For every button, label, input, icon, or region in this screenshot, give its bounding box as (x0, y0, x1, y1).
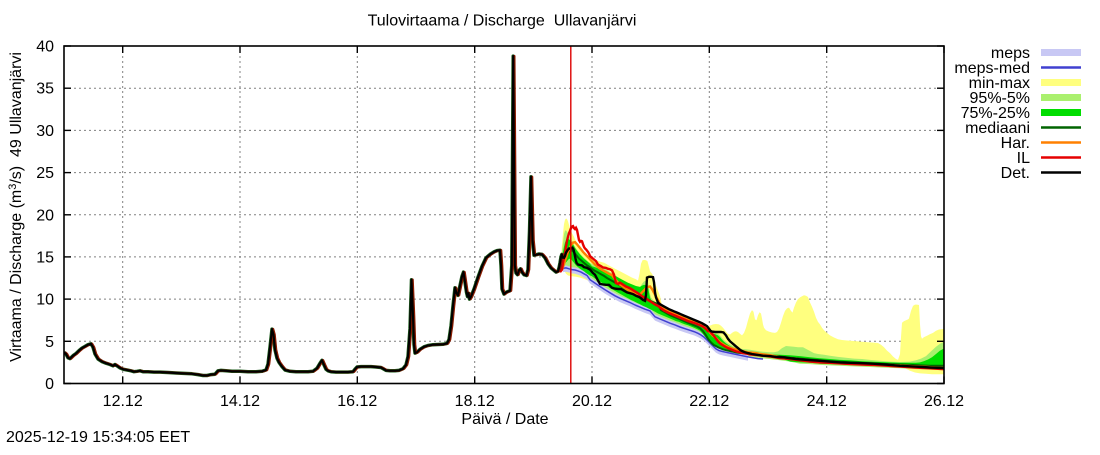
svg-text:15: 15 (36, 249, 54, 266)
svg-text:10: 10 (36, 292, 54, 309)
svg-text:Har.: Har. (1001, 135, 1030, 152)
svg-text:20: 20 (36, 207, 54, 224)
svg-text:75%-25%: 75%-25% (961, 105, 1030, 122)
svg-text:35: 35 (36, 81, 54, 98)
svg-text:95%-5%: 95%-5% (970, 90, 1030, 107)
svg-text:Tulovirtaama / Discharge Ulla: Tulovirtaama / Discharge Ullavanjärvi (368, 13, 637, 30)
svg-text:24.12: 24.12 (807, 393, 847, 410)
svg-text:22.12: 22.12 (689, 393, 729, 410)
svg-text:min-max: min-max (969, 75, 1030, 92)
svg-text:meps-med: meps-med (954, 60, 1030, 77)
svg-text:mediaani: mediaani (965, 120, 1030, 137)
svg-text:40: 40 (36, 39, 54, 56)
svg-text:26.12: 26.12 (924, 393, 964, 410)
svg-text:30: 30 (36, 123, 54, 140)
svg-text:meps: meps (991, 45, 1030, 62)
svg-text:IL: IL (1017, 150, 1030, 167)
svg-text:2025-12-19 15:34:05 EET: 2025-12-19 15:34:05 EET (6, 429, 190, 446)
svg-text:5: 5 (45, 334, 54, 351)
svg-text:Det.: Det. (1001, 165, 1030, 182)
svg-text:25: 25 (36, 165, 54, 182)
svg-text:Päivä / Date: Päivä / Date (461, 411, 548, 428)
svg-text:20.12: 20.12 (572, 393, 612, 410)
svg-text:Virtaama / Discharge (m3/s) 4: Virtaama / Discharge (m3/s) 49 Ullavanjä… (7, 52, 25, 362)
svg-text:12.12: 12.12 (103, 393, 143, 410)
svg-text:14.12: 14.12 (220, 393, 260, 410)
svg-text:18.12: 18.12 (455, 393, 495, 410)
svg-text:0: 0 (45, 376, 54, 393)
svg-text:16.12: 16.12 (337, 393, 377, 410)
